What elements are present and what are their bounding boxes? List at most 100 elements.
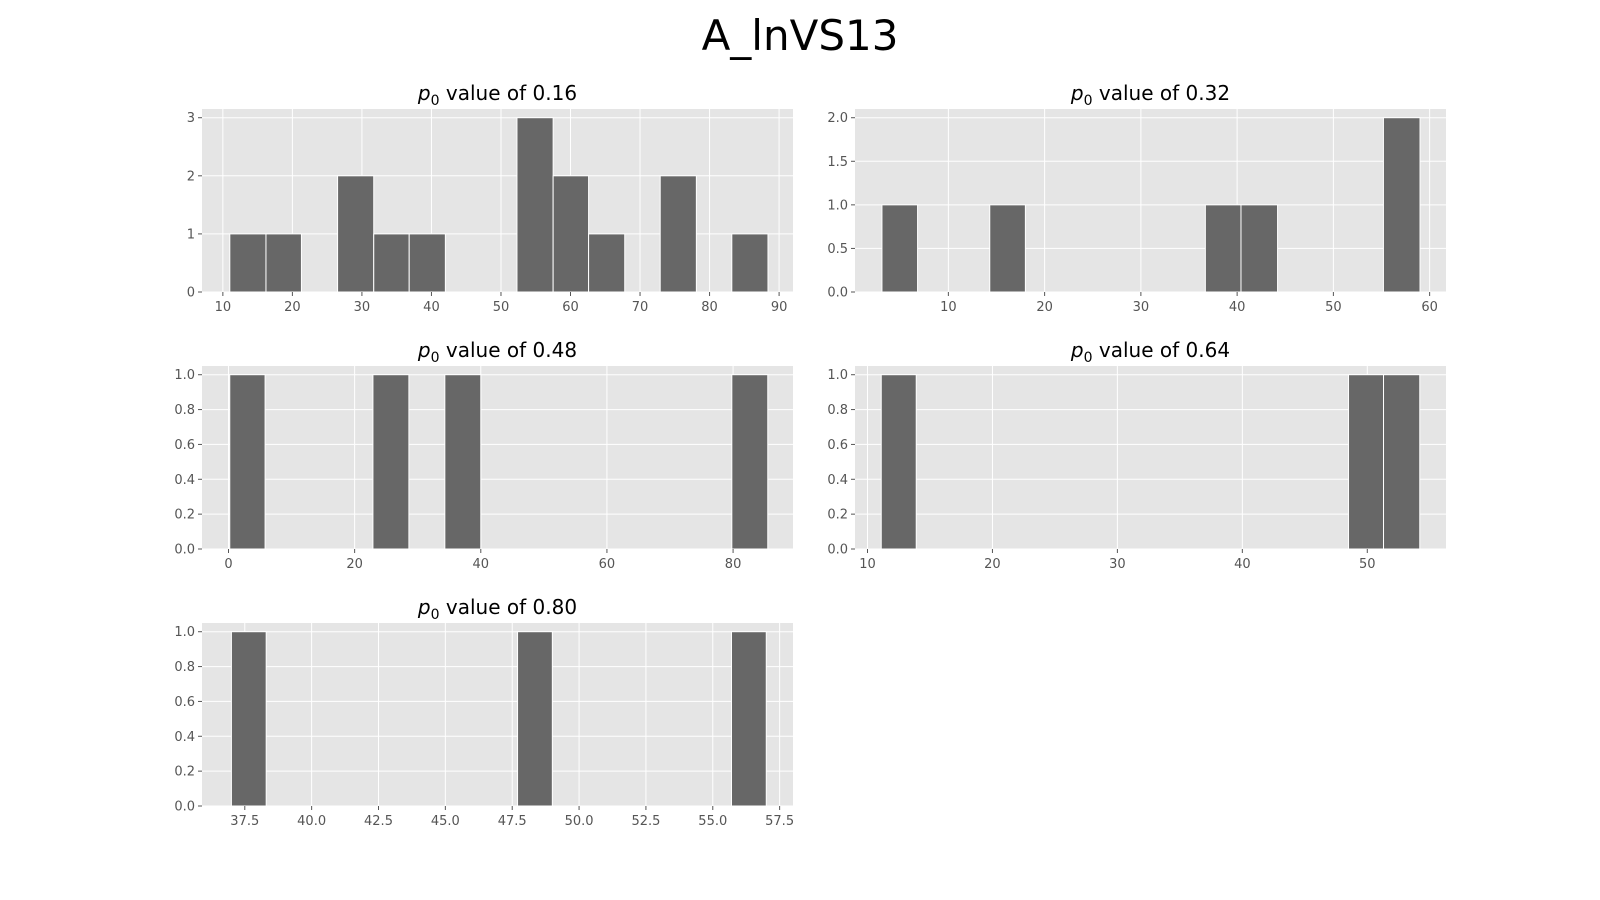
histogram-bar [229, 374, 266, 550]
histogram-panel-4: 10 20 30 40 50 0.0 0.2 0.4 0.6 0.8 1.0 p0 value of … [827, 338, 1446, 572]
figure-title: A_lnVS13 [702, 11, 899, 60]
y-tick-label: 0.4 [174, 473, 195, 488]
plot-area [855, 366, 1446, 549]
x-tick-label: 50 [1325, 300, 1342, 315]
panel-title: p0 value of 0.16 [417, 81, 577, 109]
y-tick-label: 2 [187, 169, 195, 184]
y-tick-label: 0.0 [827, 543, 848, 558]
panel-title-subscript: 0 [1084, 93, 1093, 109]
histogram-bar [373, 233, 410, 293]
x-tick-label: 60 [1421, 300, 1438, 315]
x-tick-label: 80 [725, 557, 742, 572]
x-tick-label: 42.5 [364, 814, 393, 829]
histogram-bar [230, 631, 267, 807]
y-tick-label: 1.5 [827, 155, 848, 170]
histogram-bar [517, 631, 553, 807]
histogram-bar [408, 233, 446, 293]
x-tick-label: 45.0 [431, 814, 460, 829]
y-tick-label: 1.0 [174, 625, 195, 640]
y-tick-label: 1.0 [827, 198, 848, 213]
panel-title-text: value of 0.48 [440, 338, 578, 362]
histogram-bar [880, 374, 917, 550]
x-tick-label: 20 [1036, 300, 1053, 315]
x-tick-label: 40 [1234, 557, 1251, 572]
x-tick-label: 70 [632, 300, 649, 315]
x-tick-label: 52.5 [631, 814, 660, 829]
y-tick-label: 0.4 [174, 730, 195, 745]
x-tick-label: 20 [984, 557, 1001, 572]
y-tick-label: 0.0 [174, 800, 195, 815]
histogram-bar [552, 175, 590, 293]
panel-title-text: value of 0.16 [440, 81, 578, 105]
panel-title: p0 value of 0.32 [1070, 81, 1230, 109]
x-tick-label: 37.5 [230, 814, 259, 829]
panel-title-text: value of 0.80 [440, 595, 578, 619]
y-tick-label: 0 [187, 286, 195, 301]
histogram-bar [229, 233, 267, 293]
x-tick-label: 60 [562, 300, 579, 315]
panel-title-variable: p [1070, 338, 1084, 362]
y-tick-label: 0.2 [174, 508, 195, 523]
histogram-bar [337, 175, 375, 293]
histogram-bar [989, 204, 1026, 293]
y-tick-label: 1.0 [174, 368, 195, 383]
histogram-bar [1204, 204, 1242, 293]
histogram-bar [730, 631, 767, 807]
panel-title-variable: p [417, 338, 431, 362]
panel-title: p0 value of 0.80 [417, 595, 577, 623]
histogram-bar [1348, 374, 1385, 550]
y-tick-label: 0.5 [827, 242, 848, 257]
x-tick-label: 47.5 [498, 814, 527, 829]
histogram-bar [1240, 204, 1279, 293]
histogram-bar [731, 233, 769, 293]
x-tick-label: 10 [940, 300, 957, 315]
x-tick-label: 90 [771, 300, 788, 315]
y-tick-label: 0.8 [827, 403, 848, 418]
x-tick-label: 40 [423, 300, 440, 315]
histogram-bar [659, 175, 697, 293]
x-tick-label: 50 [493, 300, 510, 315]
histogram-bar [516, 117, 554, 293]
x-tick-label: 20 [284, 300, 301, 315]
histogram-bar [881, 204, 919, 293]
x-tick-label: 40 [473, 557, 490, 572]
y-tick-label: 0.8 [174, 660, 195, 675]
histogram-bar [588, 233, 626, 293]
x-tick-label: 0 [224, 557, 232, 572]
panel-title: p0 value of 0.48 [417, 338, 577, 366]
x-tick-label: 50.0 [565, 814, 594, 829]
panel-title: p0 value of 0.64 [1070, 338, 1230, 366]
x-tick-label: 60 [599, 557, 616, 572]
y-tick-label: 0.0 [827, 286, 848, 301]
histogram-bar [1383, 374, 1421, 550]
x-tick-label: 10 [859, 557, 876, 572]
y-tick-label: 0.4 [827, 473, 848, 488]
x-tick-label: 50 [1359, 557, 1376, 572]
x-tick-label: 30 [354, 300, 371, 315]
panel-title-variable: p [1070, 81, 1084, 105]
y-tick-label: 1 [187, 227, 195, 242]
x-tick-label: 10 [215, 300, 232, 315]
histogram-bar [731, 374, 769, 550]
y-tick-label: 0.2 [827, 508, 848, 523]
histogram-bar [1382, 117, 1421, 293]
x-tick-label: 30 [1133, 300, 1150, 315]
y-tick-label: 0.6 [827, 438, 848, 453]
panel-title-text: value of 0.32 [1093, 81, 1231, 105]
y-tick-label: 3 [187, 111, 195, 126]
panel-title-variable: p [417, 595, 431, 619]
panel-title-text: value of 0.64 [1093, 338, 1231, 362]
histogram-panel-2: 10 20 30 40 50 60 0.0 0.5 1.0 1.5 2.0 p0 value of 0… [827, 81, 1446, 315]
panel-title-subscript: 0 [1084, 350, 1093, 366]
y-tick-label: 0.6 [174, 695, 195, 710]
panel-title-variable: p [417, 81, 431, 105]
y-tick-label: 1.0 [827, 368, 848, 383]
x-tick-label: 40.0 [297, 814, 326, 829]
x-tick-label: 57.5 [765, 814, 794, 829]
plot-area [202, 366, 793, 549]
x-tick-label: 20 [346, 557, 363, 572]
histogram-bar [444, 374, 482, 550]
